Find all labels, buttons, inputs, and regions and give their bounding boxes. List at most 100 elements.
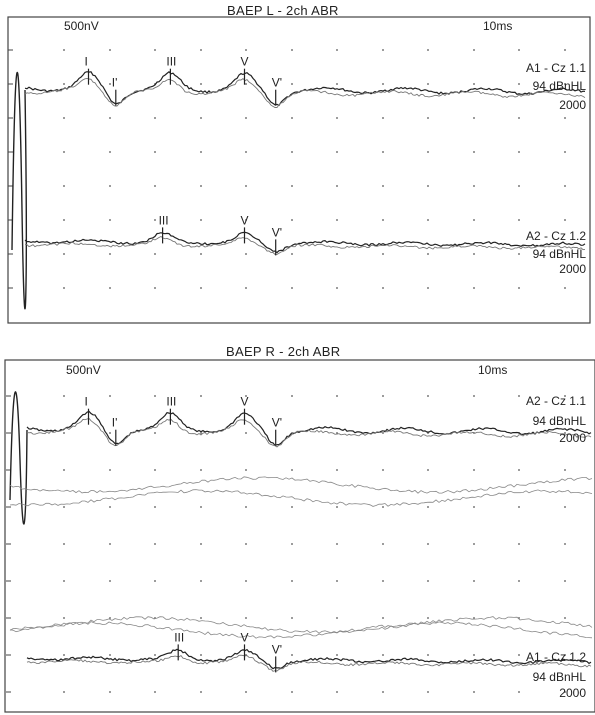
grid-dot [427, 219, 429, 221]
grid-dot [518, 151, 520, 153]
grid-dot [473, 117, 475, 119]
grid-dot [245, 219, 247, 221]
grid-dot [564, 580, 566, 582]
grid-dot [473, 691, 475, 693]
grid-dot [245, 506, 247, 508]
grid-dot [200, 543, 202, 545]
grid-dot [382, 691, 384, 693]
grid-dot [63, 287, 65, 289]
grid-dot [291, 287, 293, 289]
grid-dot [518, 691, 520, 693]
grid-dot [473, 49, 475, 51]
grid-dot [382, 432, 384, 434]
grid-dot [154, 691, 156, 693]
grid-dot [336, 83, 338, 85]
grid-dot [154, 395, 156, 397]
grid-dot [109, 691, 111, 693]
channel-name-label: A1 - Cz 1.1 [526, 61, 586, 75]
grid-dot [63, 580, 65, 582]
trace-1-replication [24, 78, 586, 108]
grid-dot [336, 543, 338, 545]
grid-dot [200, 432, 202, 434]
grid-dot [427, 287, 429, 289]
grid-dot [336, 49, 338, 51]
grid-dot [109, 543, 111, 545]
stimulus-artifact [11, 71, 27, 310]
grid-dot [109, 253, 111, 255]
grid-dot [291, 395, 293, 397]
peak-label: III [174, 630, 184, 644]
grid-dot [564, 654, 566, 656]
grid-dot [154, 151, 156, 153]
grid-dot [564, 691, 566, 693]
grid-dot [109, 219, 111, 221]
grid-dot [473, 287, 475, 289]
grid-dot [200, 691, 202, 693]
grid-dot [200, 580, 202, 582]
grid-dot [518, 287, 520, 289]
grid-dot [518, 543, 520, 545]
grid-dot [336, 219, 338, 221]
peak-label: III [159, 213, 169, 227]
grid-dot [382, 654, 384, 656]
grid-dot [382, 506, 384, 508]
grid-dot [245, 117, 247, 119]
grid-dot [336, 691, 338, 693]
grid-dot [564, 432, 566, 434]
grid-dot [291, 253, 293, 255]
grid-dot [564, 117, 566, 119]
grid-dot [154, 469, 156, 471]
grid-dot [336, 185, 338, 187]
time-scale-label-left: 10ms [483, 19, 512, 33]
grid-dot [518, 580, 520, 582]
peak-label: V' [272, 642, 282, 656]
grid-dot [427, 253, 429, 255]
peak-label: V [241, 213, 249, 227]
grid-dot [109, 395, 111, 397]
grid-dot [154, 287, 156, 289]
grid-dot [382, 49, 384, 51]
grid-dot [473, 654, 475, 656]
grid-dot [382, 185, 384, 187]
grid-dot [336, 253, 338, 255]
grid-dot [200, 49, 202, 51]
grid-dot [200, 469, 202, 471]
grid-dot [291, 469, 293, 471]
grid-dot [564, 469, 566, 471]
grid-dot [154, 506, 156, 508]
grid-dot [63, 617, 65, 619]
panel-right: 500nV 10ms I I' III V V' III V V' A2 - Cz 1.1 94… [4, 359, 595, 713]
grid-dot [291, 83, 293, 85]
grid-dot [291, 49, 293, 51]
stimulus-label: 94 dBnHL [533, 414, 587, 428]
grid-dot [154, 185, 156, 187]
peak-label: I' [112, 76, 118, 90]
grid-dot [109, 580, 111, 582]
grid-dot [564, 253, 566, 255]
grid-dot [382, 287, 384, 289]
grid-dot [245, 543, 247, 545]
grid-dot [200, 83, 202, 85]
grid-dot [564, 543, 566, 545]
grid-dot [200, 185, 202, 187]
grid-dot [154, 219, 156, 221]
grid-right [6, 395, 566, 693]
peak-label: V' [272, 76, 282, 90]
grid-dot [427, 506, 429, 508]
grid-dot [200, 219, 202, 221]
trace-2-replication [24, 235, 586, 255]
grid-dot [427, 185, 429, 187]
grid-dot [336, 395, 338, 397]
grid-dot [336, 654, 338, 656]
grid-dot [63, 506, 65, 508]
grid-dot [63, 432, 65, 434]
grid-dot [473, 185, 475, 187]
grid-dot [109, 654, 111, 656]
grid-dot [245, 580, 247, 582]
stimulus-label: 94 dBnHL [533, 247, 587, 261]
grid-dot [245, 151, 247, 153]
channel-name-label: A2 - Cz 1.2 [526, 229, 586, 243]
grid-dot [109, 151, 111, 153]
grid-dot [291, 219, 293, 221]
